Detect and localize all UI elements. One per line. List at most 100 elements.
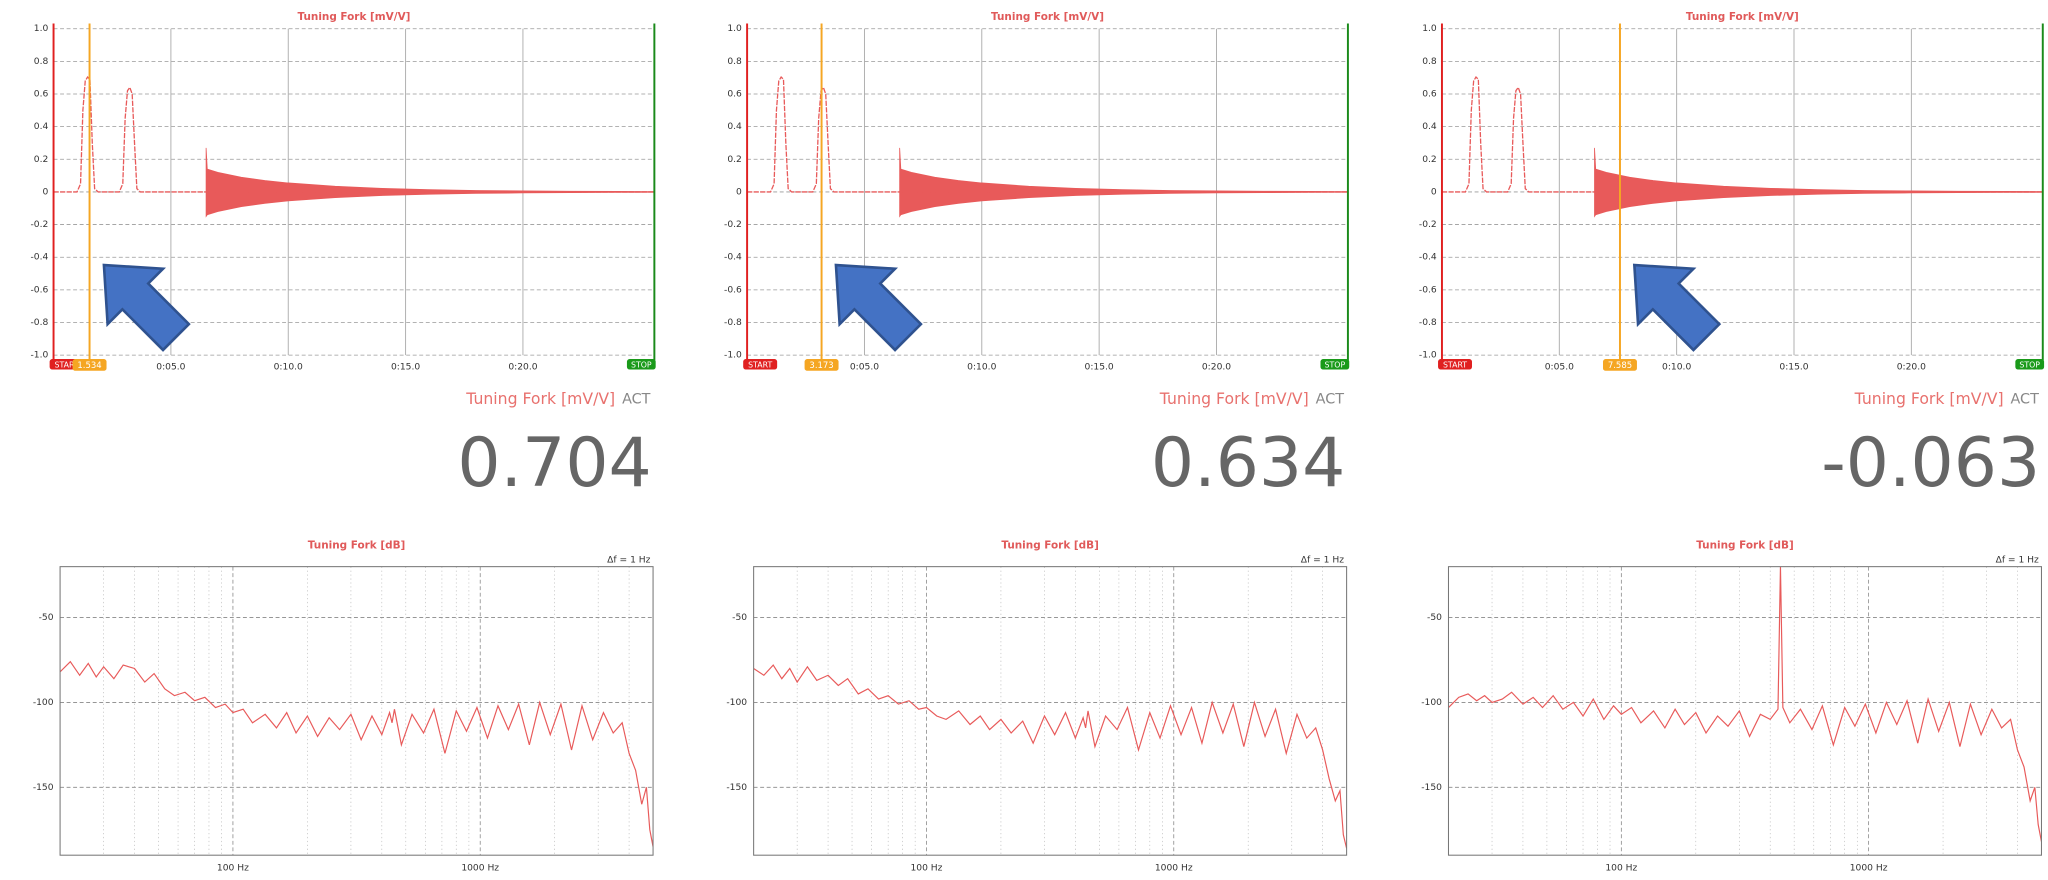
stop-label: STOP	[631, 360, 652, 369]
x-tick-label: 1000 Hz	[1155, 864, 1193, 874]
spectrum-annotation: Δf = 1 Hz	[607, 556, 650, 566]
y-tick-label: 0.4	[727, 122, 742, 132]
y-tick-label: -0.8	[31, 318, 49, 328]
x-tick-label: 0:15.0	[1085, 362, 1114, 372]
spectrum-line	[60, 660, 654, 847]
spectrum-title: Tuning Fork [dB]	[1001, 540, 1099, 552]
y-tick-label: 0.8	[1422, 57, 1437, 67]
y-tick-label: 0.2	[34, 155, 49, 165]
y-tick-label: -0.8	[1419, 318, 1437, 328]
x-tick-label: 0:10.0	[274, 362, 303, 372]
y-tick-label: -0.6	[724, 285, 742, 295]
y-tick-label: -150	[1421, 783, 1442, 793]
spectrum-title: Tuning Fork [dB]	[308, 540, 406, 552]
y-tick-label: 0.4	[1422, 122, 1437, 132]
cursor-badge	[72, 359, 107, 371]
cursor-badge	[1602, 359, 1637, 371]
y-tick-label: 0	[43, 187, 49, 197]
y-tick-label: -0.6	[31, 285, 49, 295]
y-tick-label: -0.6	[1419, 285, 1437, 295]
spectrum-frame	[1447, 566, 2042, 856]
oscillation-area	[899, 147, 1348, 218]
signal-line	[747, 75, 1348, 193]
y-tick-label: -1.0	[724, 351, 742, 361]
y-tick-label: -100	[1421, 698, 1442, 708]
x-tick-label: 1000 Hz	[1850, 864, 1888, 874]
readout-value: 0.704	[457, 424, 651, 503]
x-tick-label: 0:20.0	[1897, 362, 1926, 372]
x-tick-label: 0:15.0	[1779, 362, 1808, 372]
oscillation-area	[205, 147, 655, 218]
y-tick-label: 0.2	[1422, 155, 1437, 165]
y-tick-label: -0.4	[1419, 253, 1437, 263]
panel: Tuning Fork [mV/V] 1.0 0.8 0.6 0.4 0.2 0 -0.2 -0…	[1419, 11, 2045, 874]
spectrum-line	[753, 664, 1347, 849]
y-tick-label: 0.8	[727, 57, 742, 67]
readout-value: -0.063	[1821, 424, 2040, 503]
y-tick-label: -100	[726, 698, 747, 708]
panel: Tuning Fork [mV/V] 1.0 0.8 0.6 0.4 0.2 0 -0.2 -0…	[31, 11, 656, 874]
y-tick-label: 1.0	[34, 24, 49, 34]
y-tick-label: 0	[736, 187, 742, 197]
y-tick-label: -0.4	[31, 253, 49, 263]
y-tick-label: -150	[33, 783, 54, 793]
stop-badge	[1320, 359, 1350, 370]
start-label: START	[1443, 360, 1467, 369]
spectrum-frame	[753, 566, 1348, 856]
y-tick-label: -50	[1427, 613, 1442, 623]
y-tick-label: -0.2	[724, 220, 742, 230]
cursor-label: 1.534	[77, 360, 101, 370]
spectrum-line	[1448, 566, 2042, 842]
readout-mode: ACT	[622, 392, 651, 408]
readout-mode: ACT	[2010, 392, 2039, 408]
y-tick-label: 0.6	[727, 90, 742, 100]
stop-label: STOP	[2019, 360, 2040, 369]
y-tick-label: 0.4	[34, 122, 49, 132]
readout-mode: ACT	[1316, 392, 1345, 408]
cursor-label: 7.585	[1608, 360, 1632, 370]
y-tick-label: 0.6	[1422, 90, 1437, 100]
x-tick-label: 0:10.0	[1662, 362, 1691, 372]
x-tick-label: 100 Hz	[1605, 864, 1637, 874]
y-tick-label: 1.0	[1422, 24, 1437, 34]
readout-label: Tuning Fork [mV/V]	[1159, 389, 1309, 408]
y-tick-label: -50	[732, 613, 747, 623]
y-tick-label: 1.0	[727, 24, 742, 34]
stop-badge	[2015, 359, 2045, 370]
y-tick-label: -100	[33, 698, 54, 708]
cursor-badge	[804, 359, 839, 371]
time-chart-title: Tuning Fork [mV/V]	[991, 11, 1104, 23]
readout-label: Tuning Fork [mV/V]	[465, 389, 615, 408]
start-label: START	[55, 360, 79, 369]
signal-line	[53, 75, 655, 193]
arrow-icon	[1632, 263, 1722, 352]
arrow-icon	[102, 263, 191, 352]
cursor-label: 3.173	[809, 360, 833, 370]
x-tick-label: 0:20.0	[1202, 362, 1231, 372]
y-tick-label: 0	[1431, 187, 1437, 197]
start-label: START	[748, 360, 772, 369]
spectrum-frame	[59, 566, 654, 856]
y-tick-label: 0.6	[34, 90, 49, 100]
x-tick-label: 100 Hz	[910, 864, 942, 874]
x-tick-label: 0:10.0	[967, 362, 996, 372]
y-tick-label: -1.0	[31, 351, 49, 361]
time-chart-title: Tuning Fork [mV/V]	[1686, 11, 1799, 23]
y-tick-label: -0.8	[724, 318, 742, 328]
y-tick-label: -1.0	[1419, 351, 1437, 361]
spectrum-title: Tuning Fork [dB]	[1696, 540, 1794, 552]
stop-label: STOP	[1325, 360, 1346, 369]
y-tick-label: 0.2	[727, 155, 742, 165]
signal-line	[1441, 75, 2043, 193]
spectrum-annotation: Δf = 1 Hz	[1301, 556, 1344, 566]
y-tick-label: -50	[39, 613, 54, 623]
x-tick-label: 0:15.0	[391, 362, 420, 372]
y-tick-label: -150	[726, 783, 747, 793]
x-tick-label: 0:05.0	[1545, 362, 1574, 372]
start-badge	[1438, 359, 1472, 370]
stop-badge	[626, 359, 656, 370]
x-tick-label: 0:05.0	[850, 362, 879, 372]
x-tick-label: 100 Hz	[217, 864, 249, 874]
x-tick-label: 0:05.0	[156, 362, 185, 372]
